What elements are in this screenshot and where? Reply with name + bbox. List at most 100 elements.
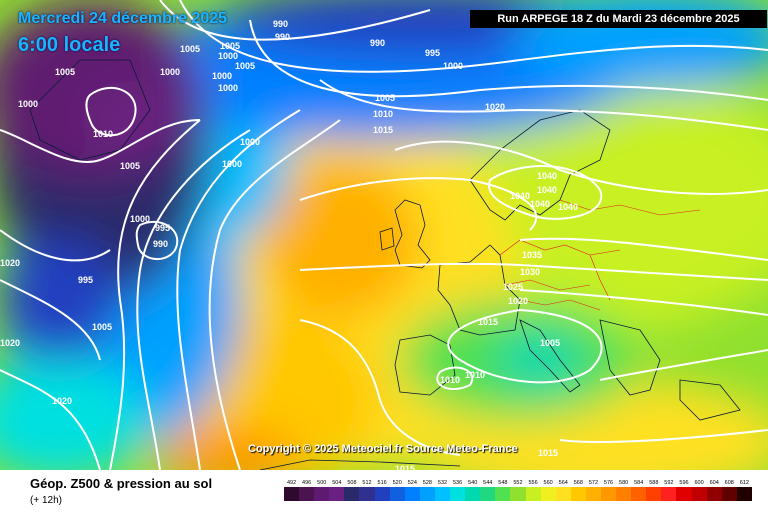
isobar-label: 995 <box>155 223 170 233</box>
scale-swatch <box>284 487 300 501</box>
isobar-label: 1020 <box>52 396 72 406</box>
scale-value: 564 <box>558 480 568 486</box>
scale-swatch <box>299 487 315 501</box>
isobar-label: 995 <box>425 48 440 58</box>
scale-swatch <box>676 487 692 501</box>
isobar-label: 1040 <box>558 202 578 212</box>
isobar-label: 1040 <box>537 185 557 195</box>
isobars <box>0 0 768 470</box>
isobar-label: 1040 <box>530 199 550 209</box>
scale-value: 556 <box>528 480 538 486</box>
isobar-label: 1015 <box>373 125 393 135</box>
isobar-label: 1000 <box>218 83 238 93</box>
isobar-label: 1005 <box>55 67 75 77</box>
scale-swatch <box>646 487 662 501</box>
isobar-label: 1000 <box>443 61 463 71</box>
isobar-label: 1010 <box>93 129 113 139</box>
isobar-label: 1015 <box>538 448 558 458</box>
scale-swatch <box>736 487 752 501</box>
scale-swatch <box>329 487 345 501</box>
scale-value: 512 <box>362 480 372 486</box>
scale-swatch <box>631 487 647 501</box>
color-scale: 492 496 500 504 508 512 516 520 524 528 532 536 540 5… <box>284 480 752 501</box>
isobar-label: 1020 <box>0 258 20 268</box>
scale-swatch <box>359 487 375 501</box>
scale-swatch <box>510 487 526 501</box>
forecast-date: Mercredi 24 décembre 2025 <box>18 10 228 27</box>
isobar-label: 990 <box>275 32 290 42</box>
scale-swatch <box>314 487 330 501</box>
scale-value: 576 <box>603 480 614 486</box>
coastlines <box>29 59 741 470</box>
geopotential-shading <box>0 0 768 470</box>
isobar-label: 990 <box>273 19 288 29</box>
isobar-label: 1015 <box>395 464 415 470</box>
scale-value: 496 <box>302 480 312 486</box>
scale-swatch <box>721 487 737 501</box>
color-scale-bar <box>284 487 752 501</box>
scale-value: 524 <box>407 480 417 486</box>
scale-value: 580 <box>619 480 629 486</box>
scale-value: 560 <box>543 480 553 486</box>
scale-value: 500 <box>317 480 327 486</box>
scale-swatch <box>585 487 601 501</box>
isobar-label: 1020 <box>485 102 505 112</box>
scale-value: 516 <box>377 480 387 486</box>
isobar-label: 1000 <box>160 67 180 77</box>
scale-value: 548 <box>498 480 508 486</box>
scale-swatch <box>540 487 556 501</box>
isobar-label: 1005 <box>120 161 140 171</box>
forecast-time: 6:00 locale <box>18 34 121 56</box>
footer-subtitle: (+ 12h) <box>30 495 62 506</box>
isobar-label: 1020 <box>508 296 528 306</box>
isobar-label: 990 <box>370 38 385 48</box>
isobar-label: 1015 <box>478 317 498 327</box>
scale-value: 588 <box>649 480 659 486</box>
scale-swatch <box>374 487 390 501</box>
isobar-label: 1000 <box>18 99 38 109</box>
scale-swatch <box>661 487 677 501</box>
copyright-notice: Copyright © 2025 Meteociel.fr Source Met… <box>248 443 518 455</box>
isobar-label: 1035 <box>522 250 542 260</box>
scale-swatch <box>404 487 420 501</box>
isobar-label: 1005 <box>180 44 200 54</box>
scale-swatch <box>434 487 451 501</box>
isobar-label: 1000 <box>212 71 232 81</box>
isobar-label: 1005 <box>540 338 560 348</box>
isobar-label: 1000 <box>130 214 150 224</box>
scale-swatch <box>555 487 571 501</box>
isobar-label: 1040 <box>537 171 557 181</box>
isobar-label: 1040 <box>510 191 530 201</box>
scale-value: 608 <box>724 480 734 486</box>
isobar-label: 1030 <box>520 267 540 277</box>
scale-value: 592 <box>664 480 674 486</box>
scale-value: 492 <box>286 480 297 486</box>
isobar-label: 1020 <box>0 338 20 348</box>
color-scale-labels: 492 496 500 504 508 512 516 520 524 528 532 536 540 5… <box>284 480 752 486</box>
scale-value: 528 <box>422 480 432 486</box>
scale-value: 552 <box>513 480 523 486</box>
scale-value: 540 <box>468 480 478 486</box>
scale-swatch <box>495 487 511 501</box>
scale-value: 596 <box>679 480 689 486</box>
scale-value: 504 <box>332 480 342 486</box>
isobar-label: 1005 <box>92 322 112 332</box>
isobar-label: 1025 <box>503 282 523 292</box>
scale-swatch <box>450 487 466 501</box>
scale-value: 508 <box>347 480 357 486</box>
scale-swatch <box>480 487 496 501</box>
footer-title: Géop. Z500 & pression au sol <box>30 476 213 491</box>
isobar-label: 1010 <box>373 109 393 119</box>
scale-swatch <box>465 487 481 501</box>
weather-map: 990 990 990 995 1000 1005 1005 1000 1005 1000 1000… <box>0 0 768 470</box>
scale-swatch <box>389 487 405 501</box>
scale-value: 544 <box>483 480 493 486</box>
scale-value: 612 <box>739 480 749 486</box>
scale-swatch <box>706 487 722 501</box>
isobar-label: 990 <box>153 239 168 249</box>
isobar-label: 1005 <box>375 93 395 103</box>
isobar-label: 1000 <box>240 137 260 147</box>
isobar-label: 995 <box>78 275 93 285</box>
isobar-label: 1000 <box>218 51 238 61</box>
